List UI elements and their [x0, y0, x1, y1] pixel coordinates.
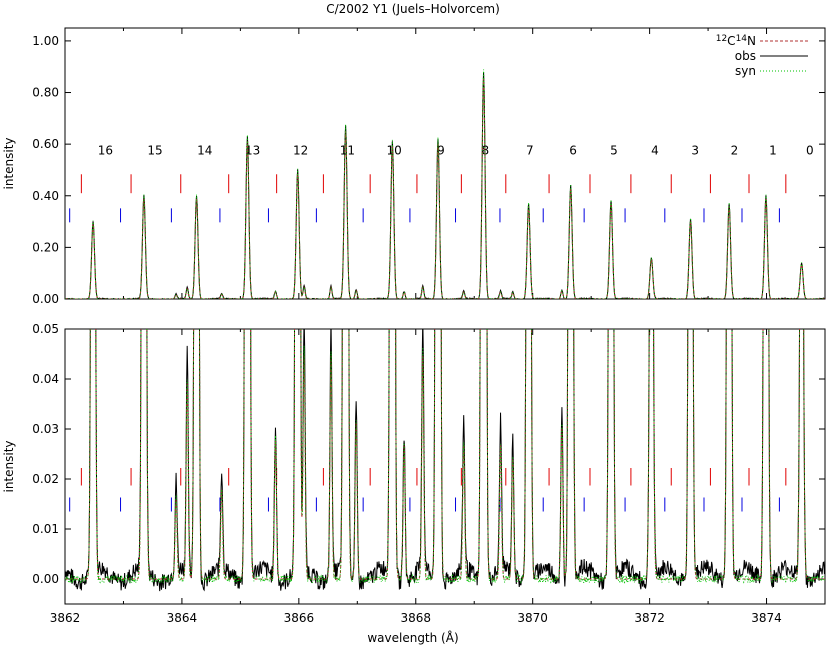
x-tick-label: 3862 [50, 611, 81, 625]
y-tick-label-bottom: 0.01 [32, 522, 59, 536]
y-tick-label-bottom: 0.02 [32, 472, 59, 486]
series-obs-bottom [65, 329, 825, 592]
series-group-top [65, 69, 825, 299]
series-syn-top [65, 69, 825, 299]
legend-label: 12C14N [716, 34, 756, 48]
y-tick-label-top: 0.20 [32, 240, 59, 254]
chart-title: C/2002 Y1 (Juels–Holvorcem) [326, 2, 500, 16]
branch-label: 3 [691, 143, 699, 157]
branch-label: 0 [806, 143, 814, 157]
legend-label: obs [735, 49, 756, 63]
x-tick-label: 3870 [517, 611, 548, 625]
x-tick-label: 3864 [167, 611, 198, 625]
series-12c14n-top [65, 78, 825, 299]
branch-label: 7 [526, 143, 534, 157]
branch-label: 11 [340, 143, 355, 157]
x-tick-label: 3866 [284, 611, 315, 625]
x-tick-label: 3874 [751, 611, 782, 625]
series-group-bottom [65, 329, 825, 592]
y-tick-label-top: 0.00 [32, 292, 59, 306]
y-axis-label-bottom: intensity [2, 440, 16, 492]
branch-label: 14 [197, 143, 212, 157]
x-axis-label: wavelength (Å) [367, 630, 458, 645]
branch-label: 10 [387, 143, 402, 157]
y-tick-label-bottom: 0.04 [32, 372, 59, 386]
legend-label: syn [735, 64, 756, 78]
x-tick-label: 3872 [634, 611, 665, 625]
y-tick-label-top: 0.80 [32, 86, 59, 100]
branch-label: 2 [731, 143, 739, 157]
branch-label: 4 [651, 143, 659, 157]
x-tick-label: 3868 [400, 611, 431, 625]
series-obs-top [65, 72, 825, 299]
series-12c14n-bottom [65, 329, 825, 580]
y-tick-label-bottom: 0.05 [32, 322, 59, 336]
y-tick-label-top: 0.60 [32, 137, 59, 151]
y-tick-label-top: 1.00 [32, 34, 59, 48]
plot-frame-top [64, 27, 826, 300]
branch-label: 13 [245, 143, 260, 157]
y-tick-label-bottom: 0.03 [32, 422, 59, 436]
y-tick-label-top: 0.40 [32, 189, 59, 203]
branch-label: 16 [98, 143, 113, 157]
branch-label: 5 [610, 143, 618, 157]
y-axis-label-top: intensity [2, 137, 16, 189]
branch-label: 6 [569, 143, 577, 157]
series-syn-bottom [65, 329, 825, 585]
branch-label: 1 [769, 143, 777, 157]
branch-label: 12 [293, 143, 308, 157]
plot-frame-bottom [64, 328, 826, 605]
branch-label: 15 [147, 143, 162, 157]
y-tick-label-bottom: 0.00 [32, 572, 59, 586]
branch-label: 9 [437, 143, 445, 157]
